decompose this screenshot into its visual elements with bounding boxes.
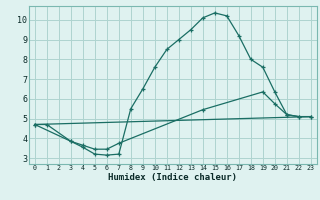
X-axis label: Humidex (Indice chaleur): Humidex (Indice chaleur): [108, 173, 237, 182]
